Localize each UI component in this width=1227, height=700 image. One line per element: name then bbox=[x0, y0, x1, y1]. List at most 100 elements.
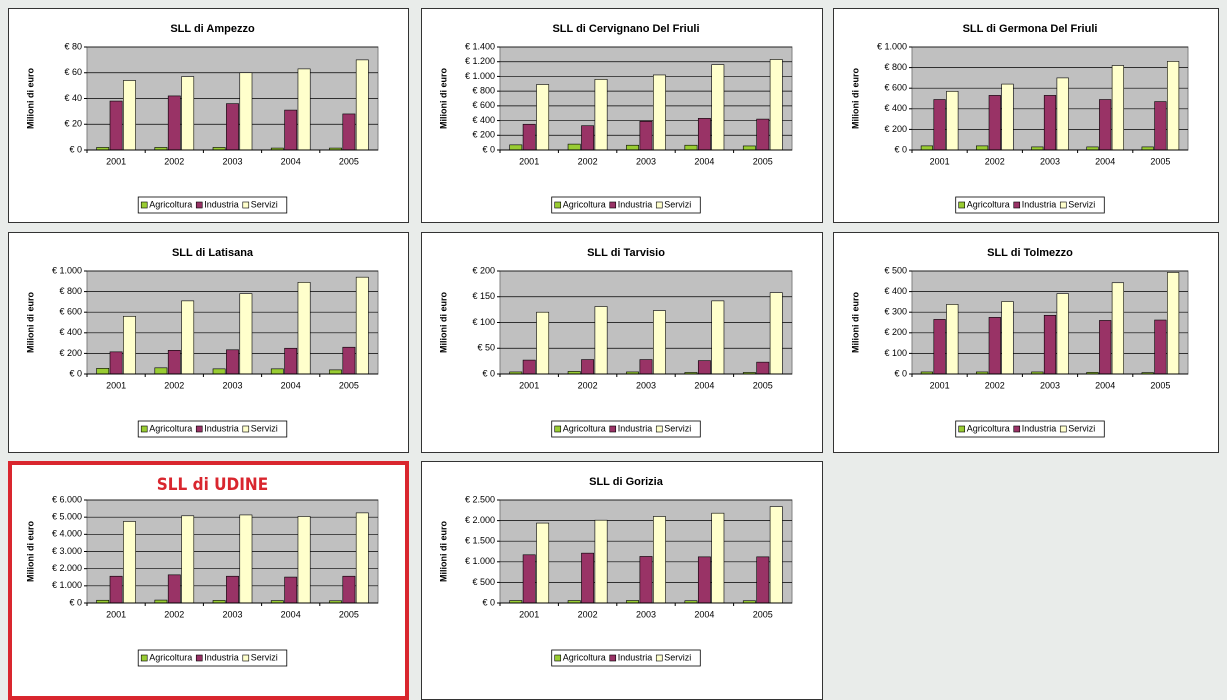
legend-label: Industria bbox=[204, 199, 239, 209]
legend-swatch bbox=[242, 425, 250, 433]
legend-box bbox=[551, 196, 701, 214]
x-tick-label: 2004 bbox=[281, 609, 301, 619]
bar bbox=[536, 311, 550, 375]
x-tick-label: 2003 bbox=[636, 609, 656, 619]
y-axis-label: Milioni di euro bbox=[850, 292, 860, 353]
y-tick-label: € 0 bbox=[482, 368, 495, 378]
legend-swatch bbox=[655, 201, 663, 209]
y-axis-label: Milioni di euro bbox=[438, 68, 448, 129]
legend-swatch bbox=[195, 201, 203, 209]
bar bbox=[522, 554, 536, 604]
chart-title: SLL di Germona Del Friuli bbox=[963, 23, 1098, 35]
chart-title: SLL di Tolmezzo bbox=[987, 247, 1073, 259]
x-tick-label: 2005 bbox=[339, 156, 359, 166]
legend-label: Servizi bbox=[664, 423, 691, 433]
x-tick-label: 2003 bbox=[222, 380, 242, 390]
y-tick-label: € 500 bbox=[472, 577, 495, 587]
y-tick-label: € 600 bbox=[472, 100, 495, 110]
bar bbox=[594, 79, 608, 151]
bar bbox=[988, 95, 1001, 151]
y-tick-label: € 0 bbox=[894, 368, 907, 378]
bar bbox=[742, 145, 756, 151]
x-tick-label: 2004 bbox=[694, 609, 714, 619]
x-tick-label: 2003 bbox=[636, 380, 656, 390]
legend-swatch bbox=[554, 201, 562, 209]
bar bbox=[1154, 319, 1167, 375]
y-tick-label: € 600 bbox=[884, 83, 907, 93]
x-tick-label: 2001 bbox=[930, 380, 950, 390]
bar bbox=[297, 516, 311, 604]
bar bbox=[920, 145, 934, 151]
legend-swatch bbox=[1013, 201, 1021, 209]
bar bbox=[181, 300, 195, 375]
x-tick-label: 2001 bbox=[106, 156, 126, 166]
bar bbox=[697, 360, 711, 375]
bar bbox=[769, 59, 783, 151]
chart-panel: SLL di Tarvisio Milioni di euro € 0 € 50 € 1… bbox=[421, 232, 823, 453]
legend-label: Agricoltura bbox=[967, 423, 1010, 433]
y-axis-label: Milioni di euro bbox=[438, 292, 448, 353]
bar bbox=[581, 359, 595, 375]
y-tick-label: € 300 bbox=[884, 307, 907, 317]
legend-label: Agricoltura bbox=[149, 423, 192, 433]
x-tick-label: 2003 bbox=[222, 609, 242, 619]
x-tick-label: 2002 bbox=[578, 380, 598, 390]
x-tick-label: 2002 bbox=[164, 156, 184, 166]
bar bbox=[1043, 95, 1057, 151]
chart-panel: SLL di Ampezzo Milioni di euro € 0 € 20 € 40… bbox=[8, 8, 409, 223]
legend-label: Agricoltura bbox=[967, 199, 1010, 209]
x-tick-label: 2004 bbox=[694, 380, 714, 390]
bar bbox=[1043, 314, 1057, 375]
legend-label: Industria bbox=[618, 423, 653, 433]
chart: SLL di Gorizia Milioni di euro € 0 € 500 € 1… bbox=[438, 476, 793, 667]
bar bbox=[756, 361, 770, 375]
y-tick-label: € 5.000 bbox=[52, 512, 82, 522]
x-tick-label: 2002 bbox=[578, 156, 598, 166]
legend-swatch bbox=[1059, 425, 1067, 433]
bar bbox=[109, 351, 123, 375]
bar bbox=[1166, 272, 1180, 375]
y-tick-label: € 1.500 bbox=[465, 536, 495, 546]
y-tick-label: € 400 bbox=[884, 103, 907, 113]
y-tick-label: € 400 bbox=[884, 286, 907, 296]
bar bbox=[769, 506, 783, 604]
bar bbox=[653, 310, 666, 375]
y-tick-label: € 200 bbox=[884, 124, 907, 134]
legend-label: Servizi bbox=[1068, 199, 1095, 209]
bar bbox=[653, 516, 666, 604]
bar bbox=[976, 145, 989, 151]
bar bbox=[756, 118, 770, 151]
legend: Agricoltura Industria Servizi bbox=[137, 196, 288, 214]
x-tick-label: 2004 bbox=[281, 156, 301, 166]
bar bbox=[1166, 61, 1180, 151]
x-tick-label: 2002 bbox=[985, 156, 1005, 166]
legend-label: Industria bbox=[204, 423, 239, 433]
y-tick-label: € 400 bbox=[472, 115, 495, 125]
x-tick-label: 2003 bbox=[1040, 156, 1060, 166]
bar bbox=[96, 368, 110, 375]
legend-swatch bbox=[195, 425, 203, 433]
chart-title: SLL di Cervignano Del Friuli bbox=[552, 23, 699, 35]
x-tick-label: 2005 bbox=[753, 380, 773, 390]
x-tick-label: 2001 bbox=[930, 156, 950, 166]
chart-title: SLL di Ampezzo bbox=[170, 23, 255, 35]
legend-label: Agricoltura bbox=[563, 199, 606, 209]
legend-swatch bbox=[195, 654, 203, 662]
legend-label: Servizi bbox=[1068, 423, 1095, 433]
legend-label: Servizi bbox=[251, 199, 278, 209]
bar bbox=[167, 574, 181, 604]
bar bbox=[212, 368, 226, 375]
bar bbox=[355, 276, 369, 375]
y-tick-label: € 800 bbox=[59, 286, 82, 296]
bar bbox=[297, 68, 311, 151]
legend-box bbox=[551, 420, 701, 438]
legend-swatch bbox=[140, 654, 148, 662]
bar bbox=[697, 556, 711, 604]
y-tick-label: € 1.000 bbox=[465, 556, 495, 566]
bar bbox=[946, 304, 959, 375]
bar bbox=[684, 144, 698, 151]
bar bbox=[711, 64, 725, 151]
chart-panel: SLL di Tolmezzo Milioni di euro € 0 € 100 € … bbox=[833, 232, 1219, 453]
bar bbox=[342, 346, 356, 375]
chart-panel: SLL di Latisana Milioni di euro € 0 € 200 € … bbox=[8, 232, 409, 453]
